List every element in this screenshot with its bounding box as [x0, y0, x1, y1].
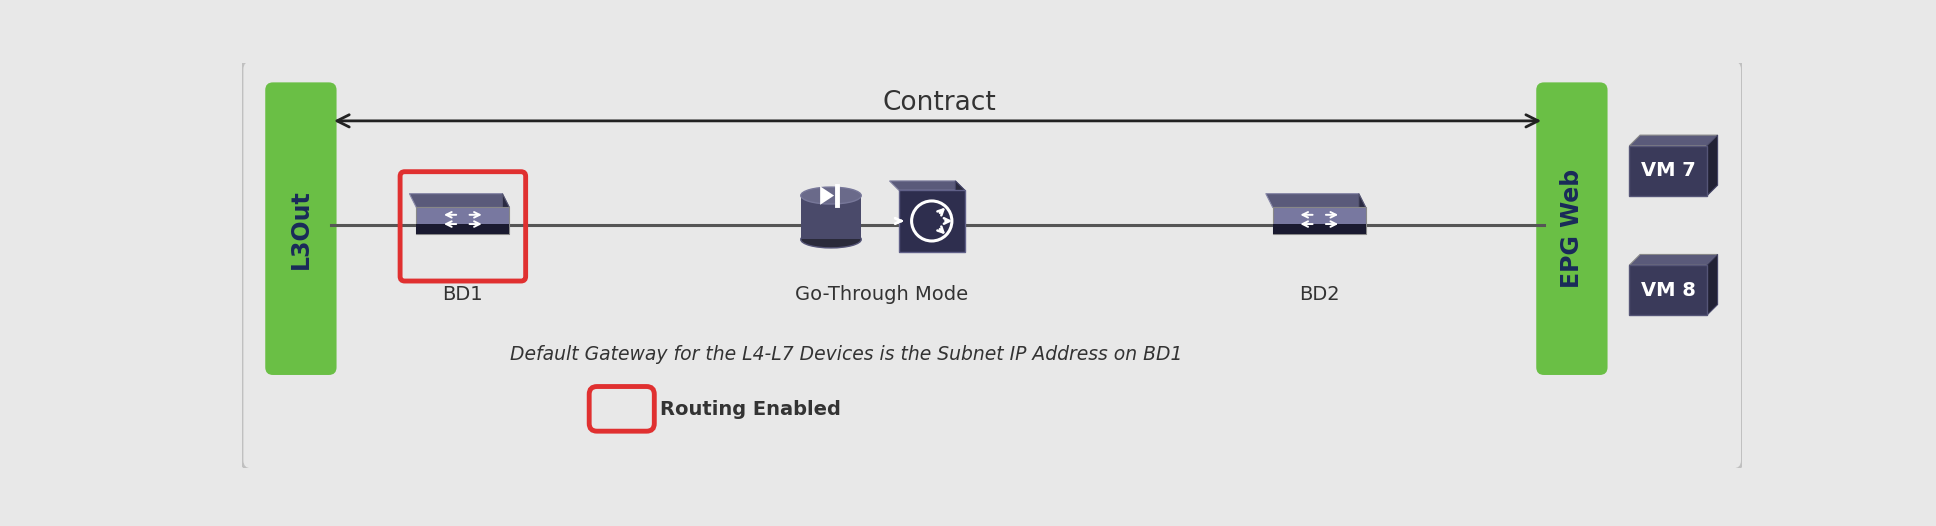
Polygon shape	[889, 181, 964, 190]
FancyBboxPatch shape	[242, 60, 1742, 470]
FancyBboxPatch shape	[265, 83, 337, 375]
Polygon shape	[416, 224, 509, 235]
Polygon shape	[503, 194, 509, 235]
Polygon shape	[408, 194, 509, 207]
Text: Contract: Contract	[883, 90, 997, 116]
Polygon shape	[802, 196, 862, 239]
Text: VM 8: VM 8	[1640, 281, 1696, 300]
Text: Routing Enabled: Routing Enabled	[660, 400, 842, 419]
Text: L3Out: L3Out	[288, 189, 314, 269]
Text: VM 7: VM 7	[1640, 161, 1696, 180]
Polygon shape	[1630, 265, 1708, 315]
Text: BD2: BD2	[1299, 285, 1340, 304]
Polygon shape	[898, 190, 964, 252]
Text: Go-Through Mode: Go-Through Mode	[796, 285, 968, 304]
Polygon shape	[1630, 146, 1708, 196]
Polygon shape	[1359, 194, 1365, 235]
Polygon shape	[954, 181, 964, 252]
Polygon shape	[1630, 255, 1717, 265]
Polygon shape	[1266, 194, 1365, 207]
Polygon shape	[1272, 207, 1365, 235]
Polygon shape	[1272, 224, 1365, 235]
Polygon shape	[1708, 135, 1717, 196]
Text: BD1: BD1	[443, 285, 484, 304]
Polygon shape	[416, 207, 509, 235]
Polygon shape	[1708, 255, 1717, 315]
Polygon shape	[1630, 135, 1717, 146]
FancyBboxPatch shape	[1537, 83, 1607, 375]
Polygon shape	[821, 186, 834, 205]
Ellipse shape	[802, 187, 862, 204]
Text: EPG Web: EPG Web	[1560, 169, 1584, 288]
Ellipse shape	[802, 231, 862, 248]
Text: Default Gateway for the L4-L7 Devices is the Subnet IP Address on BD1: Default Gateway for the L4-L7 Devices is…	[511, 345, 1183, 363]
